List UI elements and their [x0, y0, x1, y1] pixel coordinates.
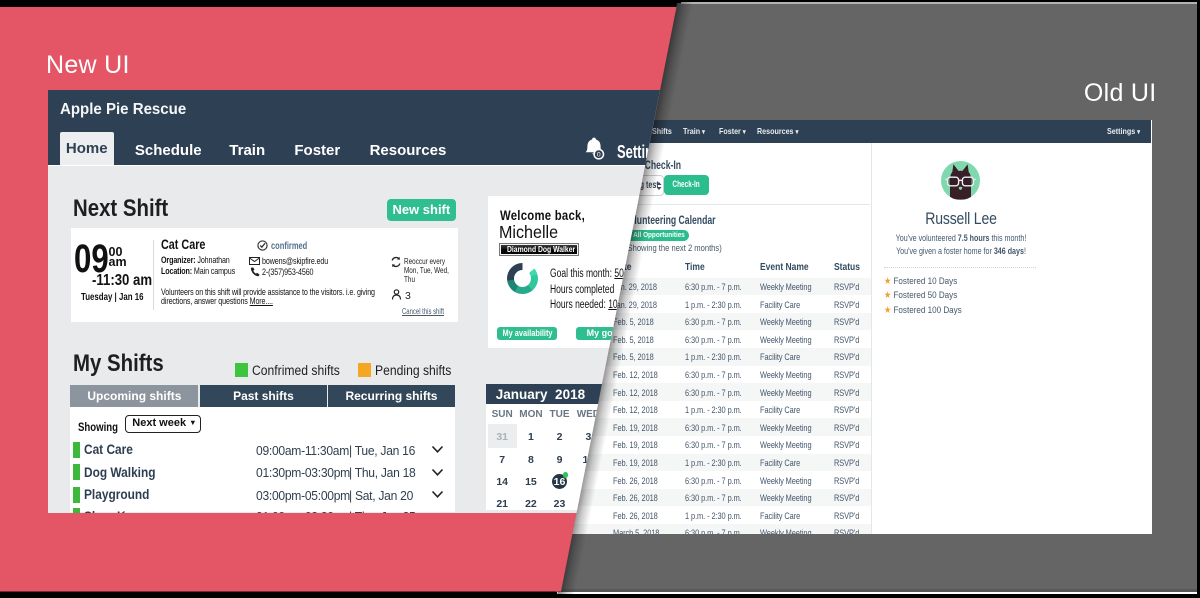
svg-text:0: 0: [597, 151, 601, 158]
